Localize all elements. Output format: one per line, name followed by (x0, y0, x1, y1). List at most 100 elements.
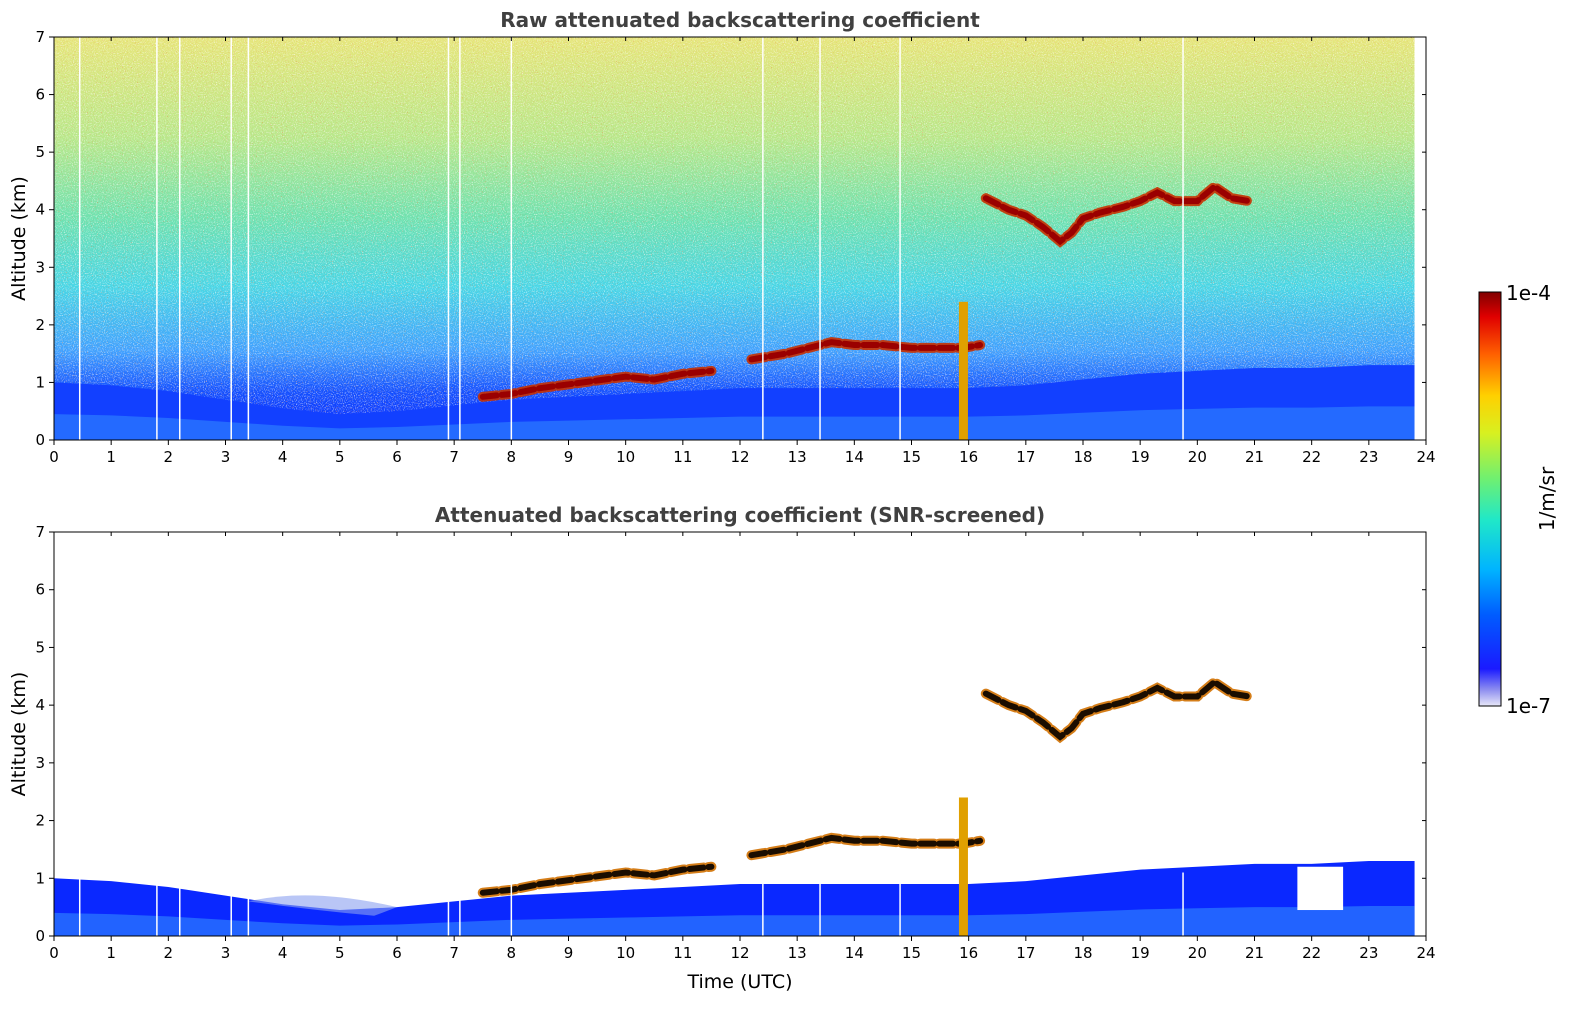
x-tick-label: 0 (49, 944, 59, 962)
cloud-layer (748, 834, 984, 859)
y-tick-label: 1 (35, 373, 45, 391)
x-tick-label: 6 (392, 448, 402, 466)
x-tick-label: 13 (788, 448, 807, 466)
raw-aerosol-plume (958, 301, 968, 440)
x-tick-label: 14 (845, 448, 864, 466)
colorbar-min-label: 1e-7 (1506, 694, 1551, 718)
x-tick-label: 16 (959, 944, 978, 962)
x-tick-label: 22 (1302, 448, 1321, 466)
raw-backscatter-panel: Raw attenuated backscattering coefficien… (8, 8, 1436, 466)
x-tick-label: 6 (392, 944, 402, 962)
screened-data-gaps (78, 872, 1184, 936)
x-tick-label: 23 (1359, 944, 1378, 962)
screened-residual-layer (248, 895, 397, 916)
screened-panel-title: Attenuated backscattering coefficient (S… (435, 503, 1045, 527)
x-tick-label: 9 (564, 944, 574, 962)
x-tick-label: 7 (449, 944, 459, 962)
y-tick-label: 3 (35, 754, 45, 772)
y-tick-label: 2 (35, 812, 45, 830)
x-tick-label: 2 (164, 944, 174, 962)
cloud-layer (982, 678, 1252, 741)
time-axis-label: Time (UTC) (686, 971, 792, 993)
screened-x-axis: 0 1 2 3 4 5 6 7 8 9 10 11 12 13 14 15 16 17 18 19 20 21 22 23 24 (49, 532, 1436, 962)
y-tick-label: 7 (35, 28, 45, 46)
y-tick-label: 7 (35, 523, 45, 541)
x-tick-label: 15 (902, 944, 921, 962)
x-tick-label: 19 (1131, 448, 1150, 466)
colorbar: 1e-4 1e-7 1/m/sr (1478, 281, 1559, 718)
x-tick-label: 4 (278, 448, 288, 466)
x-tick-label: 11 (673, 944, 692, 962)
colorbar-gradient (1478, 291, 1502, 707)
x-tick-label: 1 (106, 448, 116, 466)
raw-cloud-layers (477, 180, 1254, 402)
x-tick-label: 14 (845, 944, 864, 962)
raw-y-axis: 0 1 2 3 4 5 6 7 (35, 28, 1426, 449)
y-tick-label: 0 (35, 431, 45, 449)
raw-data-gaps (78, 37, 1184, 440)
screened-backscatter-panel: Attenuated backscattering coefficient (S… (8, 503, 1436, 993)
x-tick-label: 9 (564, 448, 574, 466)
x-tick-label: 21 (1245, 944, 1264, 962)
x-tick-label: 22 (1302, 944, 1321, 962)
x-tick-label: 12 (730, 448, 749, 466)
x-tick-label: 8 (507, 944, 517, 962)
x-tick-label: 17 (1016, 448, 1035, 466)
x-tick-label: 7 (449, 448, 459, 466)
raw-y-axis-label: Altitude (km) (8, 176, 30, 301)
x-tick-label: 1 (106, 944, 116, 962)
y-tick-label: 5 (35, 143, 45, 161)
y-tick-label: 4 (35, 696, 45, 714)
cloud-layer (982, 182, 1252, 246)
x-tick-label: 24 (1416, 944, 1435, 962)
x-tick-label: 18 (1073, 944, 1092, 962)
colorbar-unit-label: 1/m/sr (1535, 466, 1559, 531)
cloud-layer (748, 339, 984, 363)
x-tick-label: 5 (335, 448, 345, 466)
x-tick-label: 5 (335, 944, 345, 962)
x-tick-label: 23 (1359, 448, 1378, 466)
x-tick-label: 19 (1131, 944, 1150, 962)
raw-panel-title: Raw attenuated backscattering coefficien… (500, 8, 980, 32)
x-tick-label: 20 (1188, 944, 1207, 962)
x-tick-label: 2 (164, 448, 174, 466)
raw-boundary-layer-core (54, 406, 1415, 440)
y-tick-label: 0 (35, 927, 45, 945)
y-tick-label: 4 (35, 201, 45, 219)
x-tick-label: 20 (1188, 448, 1207, 466)
raw-heatmap (54, 37, 1426, 440)
raw-no-data-region (1414, 37, 1426, 440)
screened-boundary-layer-core (54, 905, 1415, 936)
screened-heatmap (54, 675, 1415, 936)
x-tick-label: 3 (221, 944, 231, 962)
raw-x-axis: 0 1 2 3 4 5 6 7 8 9 10 11 12 13 14 15 16 17 18 19 20 21 22 23 24 (49, 37, 1436, 466)
x-tick-label: 13 (788, 944, 807, 962)
x-tick-label: 10 (616, 448, 635, 466)
x-tick-label: 24 (1416, 448, 1435, 466)
x-tick-label: 18 (1073, 448, 1092, 466)
x-tick-label: 0 (49, 448, 59, 466)
x-tick-label: 10 (616, 944, 635, 962)
y-tick-label: 2 (35, 316, 45, 334)
screened-aerosol-plume (958, 797, 968, 936)
screened-cloud-layers (477, 675, 1254, 898)
colorbar-max-label: 1e-4 (1506, 281, 1551, 305)
x-tick-label: 4 (278, 944, 288, 962)
y-tick-label: 6 (35, 581, 45, 599)
screened-y-axis: 0 1 2 3 4 5 6 7 (35, 523, 1426, 945)
y-tick-label: 3 (35, 258, 45, 276)
screened-clear-gap (1297, 866, 1344, 911)
screened-y-axis-label: Altitude (km) (8, 672, 30, 797)
x-tick-label: 15 (902, 448, 921, 466)
y-tick-label: 1 (35, 869, 45, 887)
y-tick-label: 6 (35, 86, 45, 104)
x-tick-label: 8 (507, 448, 517, 466)
x-tick-label: 12 (730, 944, 749, 962)
x-tick-label: 3 (221, 448, 231, 466)
x-tick-label: 21 (1245, 448, 1264, 466)
x-tick-label: 16 (959, 448, 978, 466)
y-tick-label: 5 (35, 638, 45, 656)
x-tick-label: 17 (1016, 944, 1035, 962)
x-tick-label: 11 (673, 448, 692, 466)
